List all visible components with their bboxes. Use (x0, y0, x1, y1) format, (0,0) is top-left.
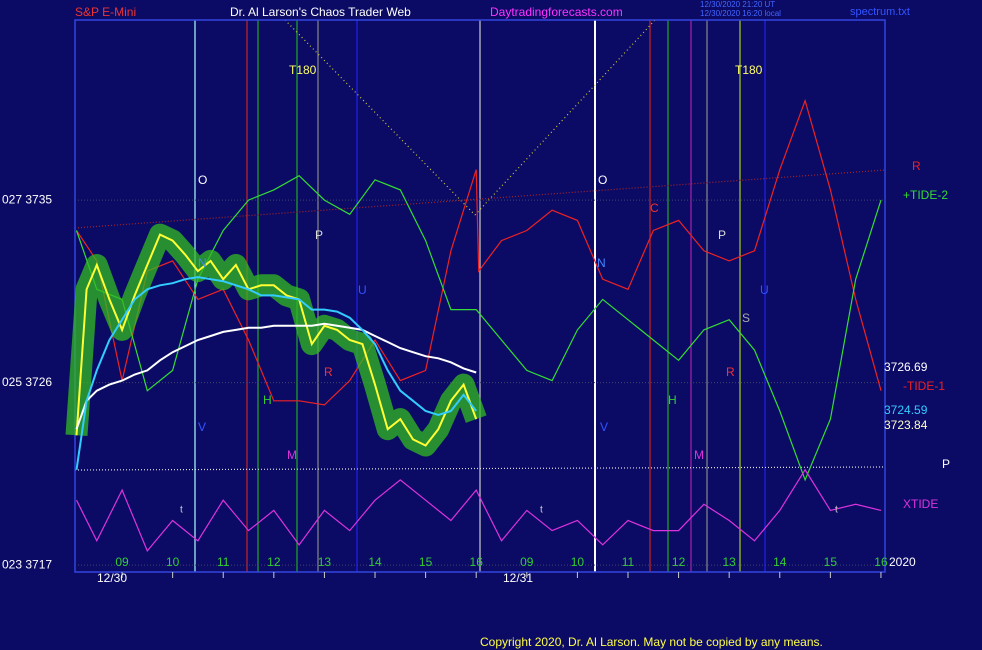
end-label: 3723.84 (884, 418, 928, 432)
annotation: S (742, 311, 750, 325)
annotation: R (726, 365, 735, 379)
annotation: t (835, 505, 838, 516)
annotation: V (600, 420, 608, 434)
annotation: H (263, 393, 272, 407)
date-label: 12/30 (97, 571, 127, 585)
x-tick-label: 10 (571, 555, 585, 569)
annotation: N (597, 256, 606, 270)
annotation: U (760, 283, 769, 297)
angle-line (284, 19, 476, 216)
annotation: t (540, 505, 543, 516)
end-label: 3724.59 (884, 403, 928, 417)
annotation: R (324, 365, 333, 379)
annotation: V (198, 420, 206, 434)
annotation: O (598, 173, 607, 187)
series-line (75, 468, 882, 553)
legend-label: P (942, 457, 950, 471)
series-line (75, 322, 477, 430)
x-tick-label: 16 (874, 555, 888, 569)
x-tick-label: 13 (722, 555, 736, 569)
legend-label: +TIDE-2 (903, 188, 948, 202)
level-line (74, 466, 886, 471)
date-label: 12/31 (503, 571, 533, 585)
annotation: M (694, 448, 704, 462)
x-tick-label: 15 (419, 555, 433, 569)
annotation: P (718, 228, 726, 242)
x-tick-label: 12 (267, 555, 281, 569)
annotation: M (287, 448, 297, 462)
x-tick-label: 13 (318, 555, 332, 569)
x-tick-label: 12 (672, 555, 686, 569)
x-tick-label: 09 (520, 555, 534, 569)
legend-label: XTIDE (903, 497, 938, 511)
annotation: C (650, 201, 659, 215)
angle-line (474, 19, 656, 216)
y-tick-label: 023 3717 (2, 557, 52, 571)
end-label: 3726.69 (884, 360, 928, 374)
annotation: U (358, 283, 367, 297)
plot-frame (74, 19, 886, 573)
corner-label: 2020 (889, 555, 916, 569)
y-tick-label: 025 3726 (2, 375, 52, 389)
x-tick-label: 10 (166, 555, 180, 569)
annotation: T180 (735, 63, 763, 77)
header-time: 12/30/2020 21:20 UT (700, 0, 775, 9)
plot (65, 98, 885, 578)
annotation: N (198, 256, 207, 270)
x-tick-label: 11 (217, 555, 230, 569)
x-tick-label: 09 (115, 555, 129, 569)
annotation: T180 (289, 63, 317, 77)
level-line (74, 169, 886, 229)
annotations: T180 T180 O O P P N N C U U H H M M V V … (180, 63, 838, 515)
chart-title: Dr. Al Larson's Chaos Trader Web (230, 5, 411, 19)
header-file: spectrum.txt (850, 6, 910, 18)
series-line (76, 98, 882, 406)
header-time: 12/30/2020 16:20 local (700, 9, 781, 18)
x-tick-label: 15 (824, 555, 838, 569)
legend-label: -TIDE-1 (903, 379, 945, 393)
annotation: O (198, 173, 207, 187)
x-tick-label: 14 (368, 555, 382, 569)
legend-label: R (912, 159, 921, 173)
series-line (75, 233, 478, 447)
annotation: H (668, 393, 677, 407)
x-tick-label: 14 (773, 555, 787, 569)
series-line (75, 276, 477, 470)
x-tick-label: 11 (622, 555, 635, 569)
header-site: Daytradingforecasts.com (490, 5, 623, 19)
x-tick-label: 16 (470, 555, 484, 569)
annotation: t (180, 505, 183, 516)
y-tick-label: 027 3735 (2, 192, 52, 206)
copyright: Copyright 2020, Dr. Al Larson. May not b… (480, 635, 823, 649)
header-symbol: S&P E-Mini (75, 5, 136, 19)
annotation: P (315, 228, 323, 242)
